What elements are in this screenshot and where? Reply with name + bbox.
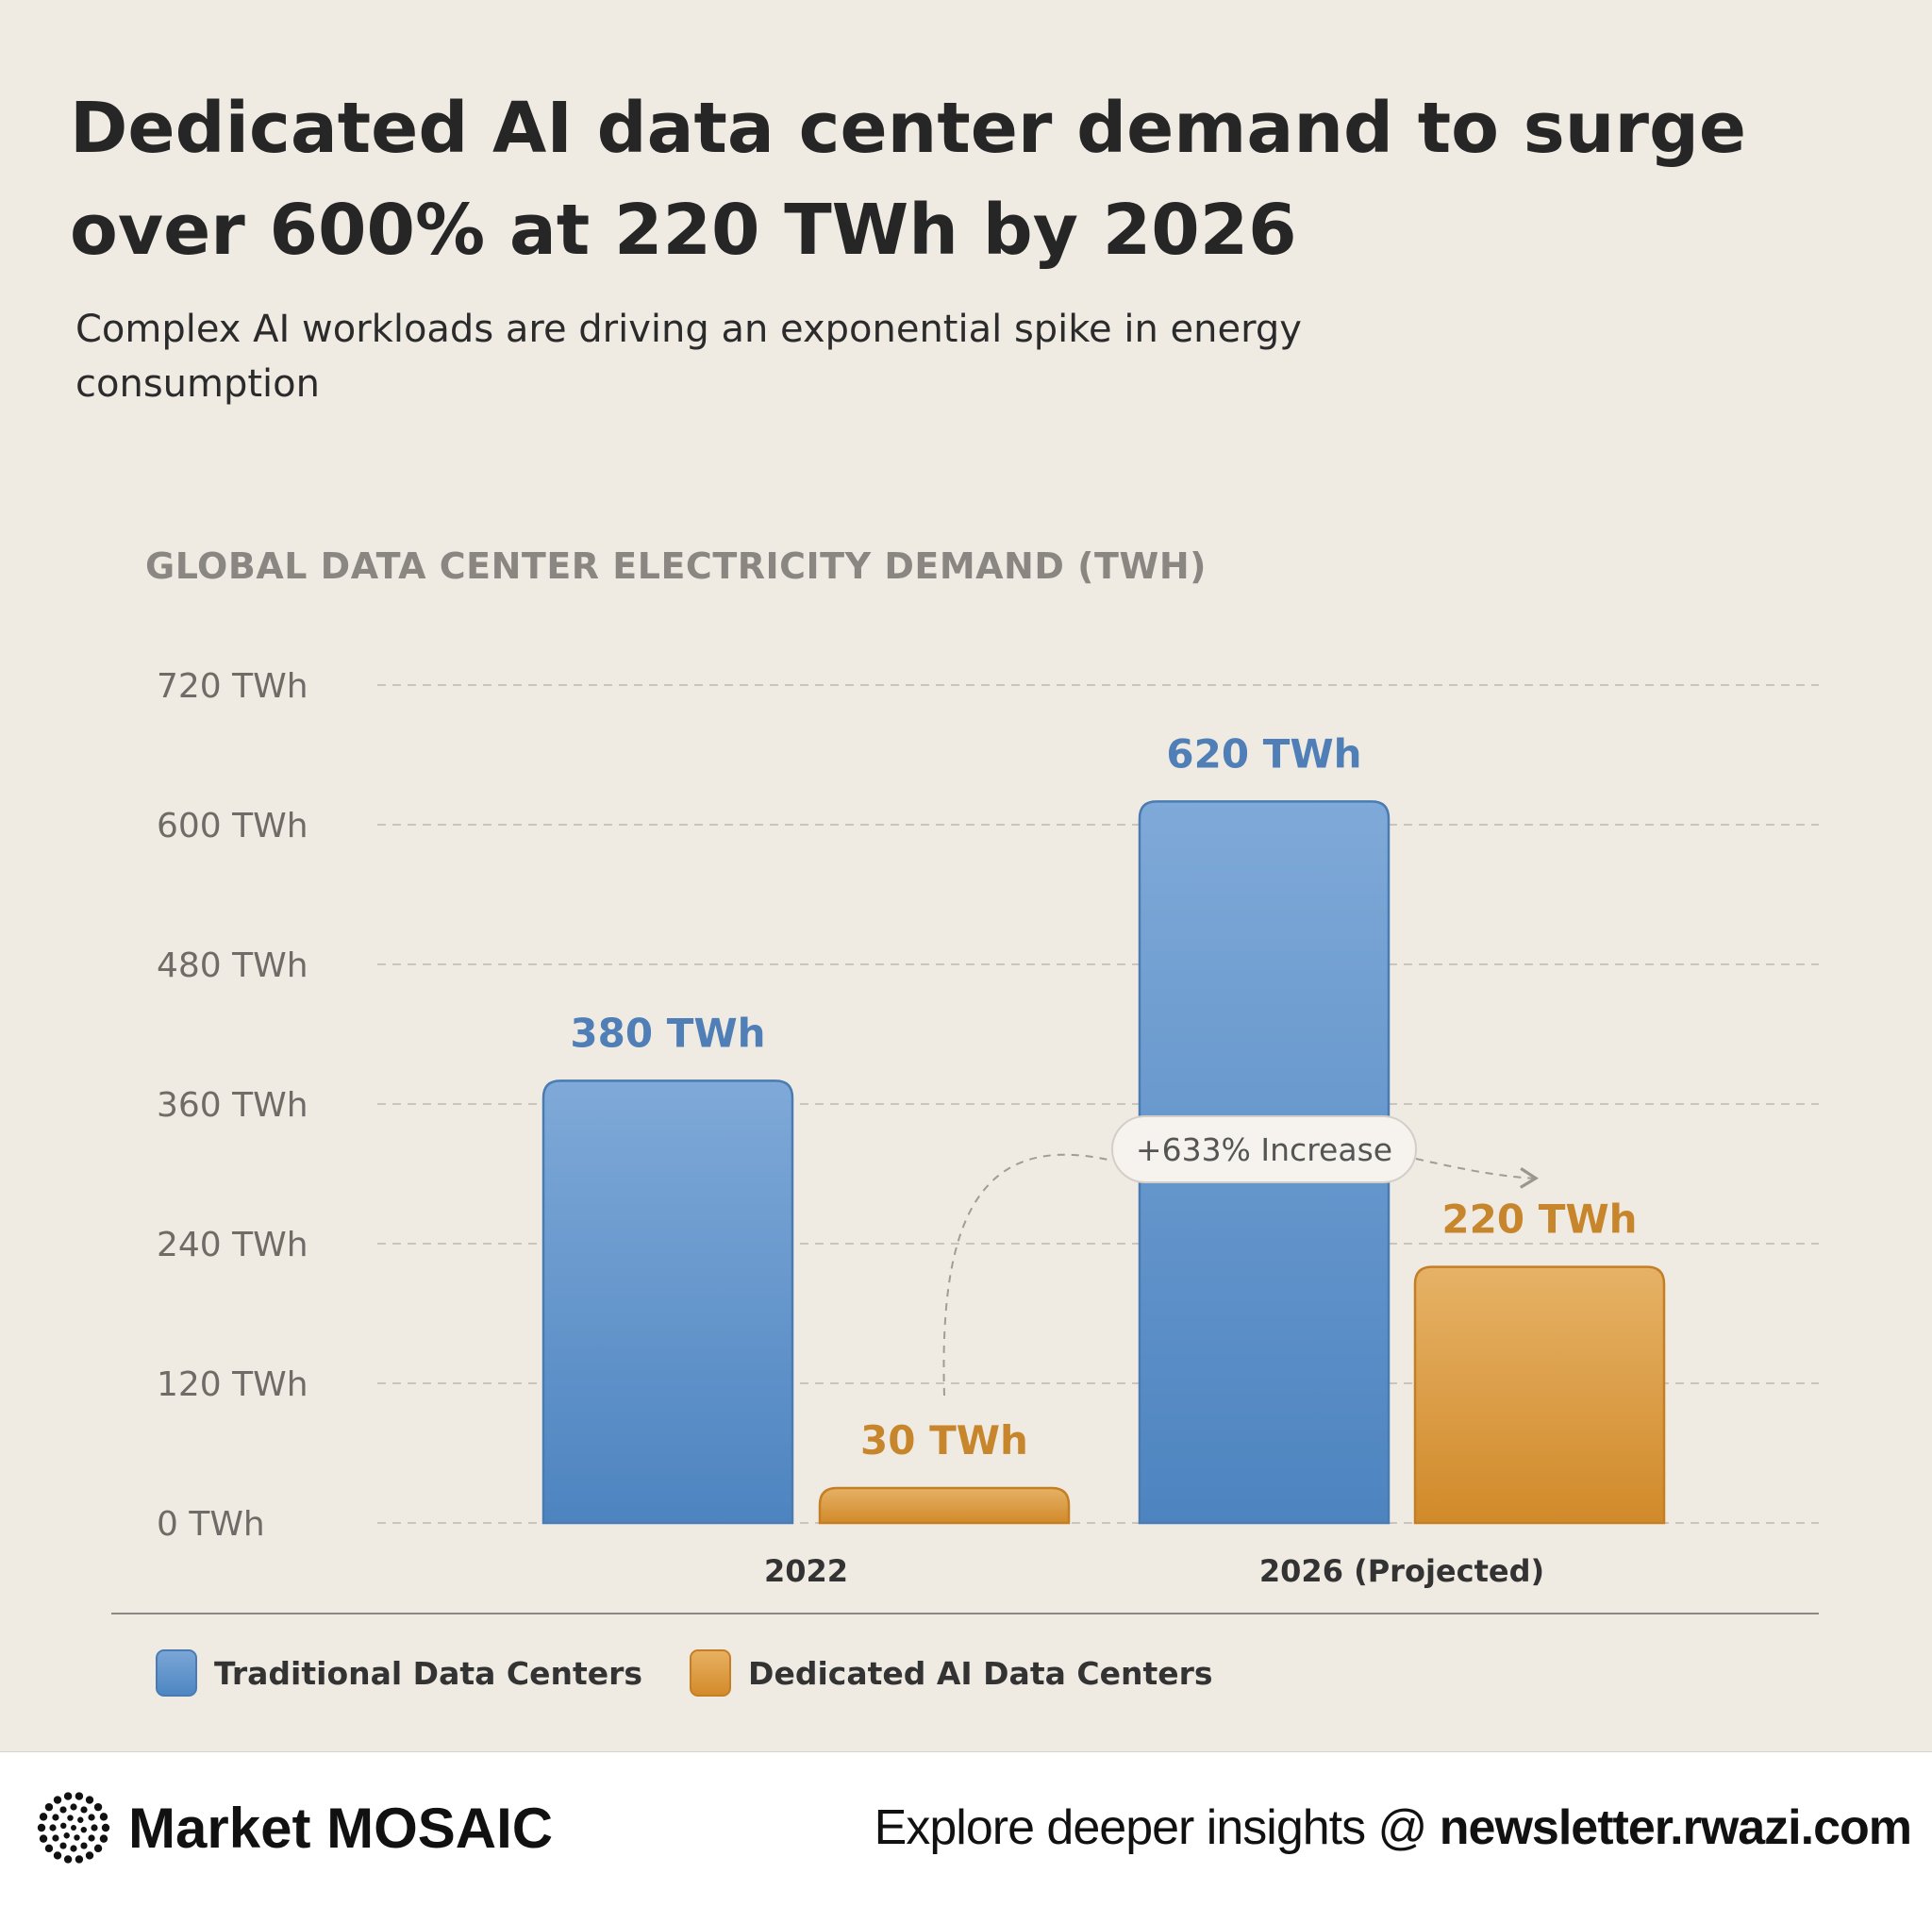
logo-dot <box>85 1796 94 1804</box>
logo-dot <box>99 1834 108 1843</box>
logo-dot <box>53 1796 62 1804</box>
logo-dot <box>71 1825 76 1831</box>
logo-dot <box>80 1806 88 1814</box>
legend-swatch-traditional <box>156 1649 197 1697</box>
logo-dot <box>53 1851 62 1860</box>
logo-dot <box>63 1792 73 1800</box>
chart-title: GLOBAL DATA CENTER ELECTRICITY DEMAND (T… <box>145 545 1208 587</box>
y-tick-label: 720 TWh <box>157 667 308 706</box>
logo-dot <box>88 1834 95 1842</box>
logo-dot <box>49 1824 57 1832</box>
newsletter-link[interactable]: newsletter.rwazi.com <box>1439 1800 1912 1855</box>
logo-dot <box>52 1834 59 1842</box>
logo-dot <box>85 1851 94 1860</box>
annotation-arrow-right <box>1415 1158 1540 1189</box>
logo-dot <box>39 1813 48 1821</box>
annotation-pill <box>1111 1115 1417 1183</box>
annotation-label: +633% Increase <box>1136 1131 1392 1168</box>
legend-swatch-ai <box>690 1649 732 1697</box>
cta-prefix: Explore deeper insights @ <box>874 1800 1440 1855</box>
annotation-curve-left <box>942 1153 1113 1397</box>
logo-dot <box>74 1834 80 1841</box>
bar-ai <box>1413 1265 1666 1525</box>
logo-dot <box>75 1792 84 1800</box>
data-label: 30 TWh <box>860 1417 1028 1464</box>
logo-dot <box>93 1802 103 1812</box>
legend-item-traditional: Traditional Data Centers <box>156 1649 642 1697</box>
logo-dot <box>75 1855 84 1864</box>
page-subtitle: Complex AI workloads are driving an expo… <box>75 308 1302 406</box>
brand-name: Market MOSAIC <box>128 1796 554 1860</box>
logo-dot <box>77 1816 84 1823</box>
logo-dot <box>44 1844 54 1853</box>
data-label: 220 TWh <box>1441 1196 1637 1243</box>
legend-label-traditional: Traditional Data Centers <box>214 1654 643 1692</box>
logo-dot <box>60 1822 67 1830</box>
logo-dot <box>37 1823 46 1832</box>
logo-dot <box>88 1814 95 1821</box>
x-category-label: 2022 <box>764 1553 848 1589</box>
x-category-label: 2026 (Projected) <box>1259 1553 1544 1589</box>
logo-dot <box>44 1802 54 1812</box>
legend-item-ai: Dedicated AI Data Centers <box>690 1649 1213 1697</box>
logo-dot <box>70 1845 77 1852</box>
bar-chart: 0 TWh 120 TWh 240 TWh 360 TWh 480 TWh 600 TWh… <box>111 667 1819 1614</box>
y-tick-label: 360 TWh <box>157 1086 308 1125</box>
logo-dot <box>91 1824 98 1832</box>
y-tick-label: 600 TWh <box>157 807 308 845</box>
y-tick-label: 480 TWh <box>157 946 308 985</box>
logo-dot <box>59 1842 67 1849</box>
bar-traditional <box>541 1079 794 1525</box>
y-tick-label: 120 TWh <box>157 1365 308 1404</box>
legend-label-ai: Dedicated AI Data Centers <box>748 1654 1213 1692</box>
logo-dot <box>80 1826 87 1833</box>
logo-dot <box>93 1844 103 1853</box>
brand: Market MOSAIC <box>34 1788 553 1867</box>
bar-ai <box>818 1486 1071 1525</box>
logo-dot <box>52 1814 59 1821</box>
dotted-circle-logo-icon <box>37 1792 110 1864</box>
logo-dot <box>39 1834 48 1843</box>
y-tick-label: 0 TWh <box>157 1505 265 1544</box>
logo-dot <box>67 1815 74 1821</box>
data-label: 380 TWh <box>570 1010 765 1056</box>
logo-dot <box>80 1842 88 1849</box>
chart-legend: Traditional Data Centers Dedicated AI Da… <box>156 1649 1260 1697</box>
y-tick-label: 240 TWh <box>157 1226 308 1264</box>
logo-dot <box>99 1813 108 1821</box>
logo-dot <box>70 1803 77 1811</box>
logo-dot <box>63 1855 73 1864</box>
logo-dot <box>63 1832 70 1839</box>
newsletter-cta: Explore deeper insights @ newsletter.rwa… <box>874 1799 1912 1856</box>
page-title: Dedicated AI data center demand to surge… <box>70 88 1747 271</box>
logo-dot <box>101 1823 110 1832</box>
footer-bar: Market MOSAIC Explore deeper insights @ … <box>0 1751 1932 1907</box>
data-label: 620 TWh <box>1166 730 1361 777</box>
logo-dot <box>59 1806 67 1814</box>
